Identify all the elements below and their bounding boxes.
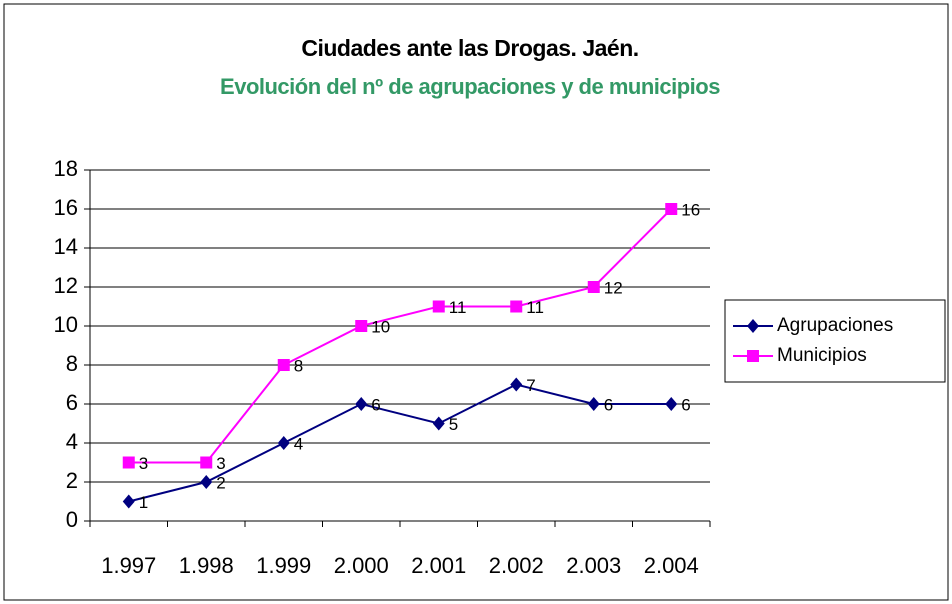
- data-label: 6: [681, 395, 690, 414]
- x-tick-label: 2.003: [566, 553, 621, 578]
- point: [355, 320, 368, 332]
- series-line: [128, 208, 672, 464]
- x-tick-label: 2.001: [411, 553, 466, 578]
- data-label: 5: [449, 415, 458, 434]
- data-label: 7: [526, 376, 535, 395]
- legend-marker: [747, 350, 759, 362]
- legend-label: Municipios: [777, 345, 867, 366]
- x-tick-label: 1.997: [101, 553, 156, 578]
- y-tick-label: 14: [54, 234, 78, 259]
- x-tick-label: 1.999: [256, 553, 311, 578]
- data-label: 11: [449, 298, 467, 317]
- data-label: 3: [216, 454, 225, 473]
- y-tick-label: 4: [66, 429, 78, 454]
- point: [122, 456, 135, 469]
- x-tick-label: 1.998: [179, 553, 234, 578]
- y-tick-label: 2: [66, 468, 78, 493]
- point: [200, 456, 213, 469]
- point: [122, 494, 135, 509]
- y-tick-label: 12: [54, 273, 78, 298]
- y-tick-label: 0: [66, 507, 78, 532]
- point: [510, 377, 523, 392]
- data-label: 1: [139, 493, 148, 512]
- data-label: 8: [294, 356, 303, 375]
- point: [432, 416, 445, 431]
- data-label: 11: [526, 298, 544, 317]
- point: [432, 300, 445, 313]
- x-tick-label: 2.000: [334, 553, 389, 578]
- point: [665, 397, 678, 411]
- data-label: 6: [604, 395, 613, 414]
- data-label: 2: [216, 473, 225, 492]
- x-tick-label: 2.004: [644, 553, 699, 578]
- data-label: 4: [294, 434, 303, 453]
- point: [587, 397, 600, 411]
- y-tick-label: 6: [66, 390, 78, 415]
- data-label: 10: [371, 317, 390, 336]
- point: [355, 397, 368, 411]
- point: [200, 475, 213, 489]
- point: [277, 359, 290, 371]
- x-tick-label: 2.002: [489, 553, 544, 578]
- y-tick-label: 16: [54, 195, 78, 220]
- chart-subtitle: Evolución del nº de agrupaciones y de mu…: [220, 74, 720, 99]
- data-label: 3: [139, 454, 148, 473]
- y-tick-label: 18: [54, 156, 78, 181]
- chart-title: Ciudades ante las Drogas. Jaén.: [301, 35, 638, 61]
- series-line: [128, 383, 672, 503]
- point: [510, 300, 523, 313]
- y-tick-label: 8: [66, 351, 78, 376]
- y-tick-label: 10: [54, 312, 78, 337]
- point: [277, 436, 290, 450]
- data-label: 12: [604, 278, 623, 297]
- data-label: 6: [371, 395, 380, 414]
- legend-marker: [747, 319, 759, 333]
- point: [665, 203, 678, 215]
- legend-box: [724, 299, 946, 383]
- legend-label: Agrupaciones: [777, 315, 893, 336]
- data-label: 16: [681, 200, 700, 219]
- point: [587, 281, 600, 293]
